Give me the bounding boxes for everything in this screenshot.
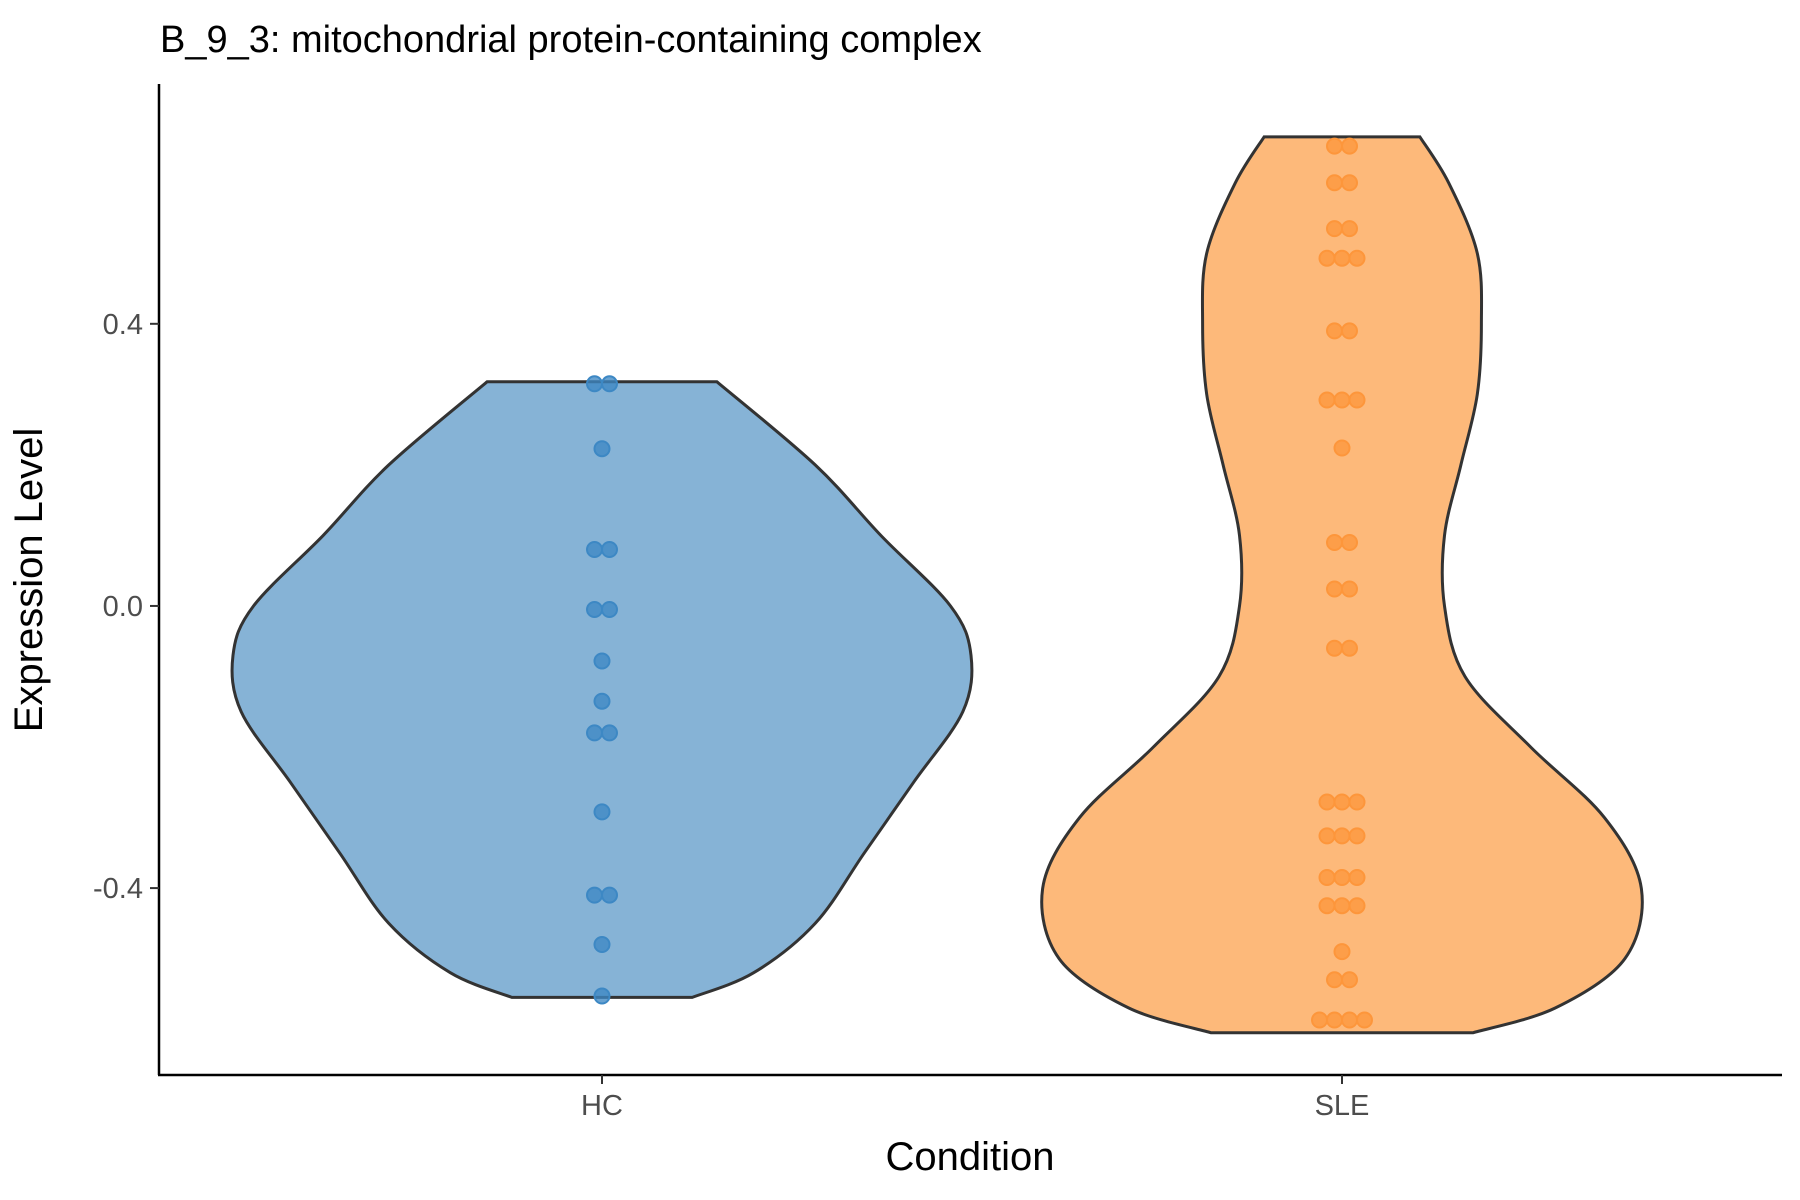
data-point-sle — [1333, 943, 1351, 961]
data-point-sle — [1326, 174, 1343, 192]
data-point-hc — [586, 886, 603, 904]
x-tick-label: SLE — [1315, 1090, 1370, 1122]
data-point-hc — [601, 541, 618, 558]
data-point-sle — [1348, 793, 1366, 811]
data-point-hc — [593, 652, 611, 670]
y-axis-title: Expression Level — [7, 428, 51, 733]
data-point-sle — [1341, 322, 1358, 340]
x-ticks: HC SLE — [581, 1075, 1369, 1122]
data-point-hc — [601, 375, 618, 393]
data-point-sle — [1341, 971, 1358, 989]
points-layer — [586, 137, 1373, 1029]
data-point-sle — [1326, 220, 1343, 238]
data-point-sle — [1341, 639, 1358, 657]
data-point-sle — [1348, 249, 1366, 267]
data-point-sle — [1318, 869, 1336, 886]
data-point-sle — [1326, 1011, 1343, 1029]
chart-title: B_9_3: mitochondrial protein-containing … — [160, 19, 982, 61]
data-point-hc — [586, 724, 603, 742]
data-point-sle — [1311, 1011, 1328, 1029]
data-point-sle — [1333, 439, 1351, 457]
violin-layer — [230, 135, 1644, 1035]
data-point-sle — [1341, 534, 1358, 551]
data-point-sle — [1326, 534, 1343, 551]
data-point-hc — [601, 886, 618, 904]
data-point-sle — [1348, 827, 1366, 845]
data-point-sle — [1356, 1011, 1373, 1029]
data-point-sle — [1333, 249, 1351, 267]
data-point-sle — [1341, 174, 1358, 192]
data-point-sle — [1318, 827, 1336, 845]
data-point-hc — [586, 375, 603, 393]
data-point-sle — [1348, 897, 1366, 915]
data-point-sle — [1326, 971, 1343, 989]
x-axis-title: Condition — [885, 1135, 1054, 1179]
data-point-hc — [586, 601, 603, 618]
data-point-hc — [593, 803, 611, 821]
data-point-sle — [1333, 897, 1351, 915]
data-point-sle — [1341, 580, 1358, 598]
y-ticks: -0.4 0.0 0.4 — [93, 309, 159, 905]
data-point-sle — [1326, 580, 1343, 598]
data-point-sle — [1341, 220, 1358, 238]
data-point-sle — [1341, 137, 1358, 155]
data-point-hc — [593, 936, 611, 953]
data-point-sle — [1341, 1011, 1358, 1029]
data-point-sle — [1326, 322, 1343, 340]
violin-sle — [1040, 135, 1644, 1035]
data-point-hc — [593, 440, 611, 458]
data-point-sle — [1326, 137, 1343, 155]
data-point-hc — [601, 601, 618, 618]
data-point-sle — [1333, 793, 1351, 811]
data-point-hc — [586, 541, 603, 558]
data-point-hc — [601, 724, 618, 742]
data-point-sle — [1318, 391, 1336, 409]
data-point-sle — [1348, 869, 1366, 886]
data-point-sle — [1333, 827, 1351, 845]
data-point-hc — [593, 987, 611, 1005]
data-point-hc — [593, 692, 611, 710]
data-point-sle — [1318, 793, 1336, 811]
y-tick-label: 0.0 — [103, 591, 143, 623]
data-point-sle — [1318, 897, 1336, 915]
data-point-sle — [1318, 249, 1336, 267]
data-point-sle — [1326, 639, 1343, 657]
x-tick-label: HC — [581, 1090, 623, 1122]
violin-hc — [230, 380, 974, 999]
data-point-sle — [1333, 391, 1351, 409]
y-tick-label: 0.4 — [103, 309, 143, 341]
y-tick-label: -0.4 — [93, 873, 143, 905]
data-point-sle — [1333, 869, 1351, 886]
data-point-sle — [1348, 391, 1366, 409]
